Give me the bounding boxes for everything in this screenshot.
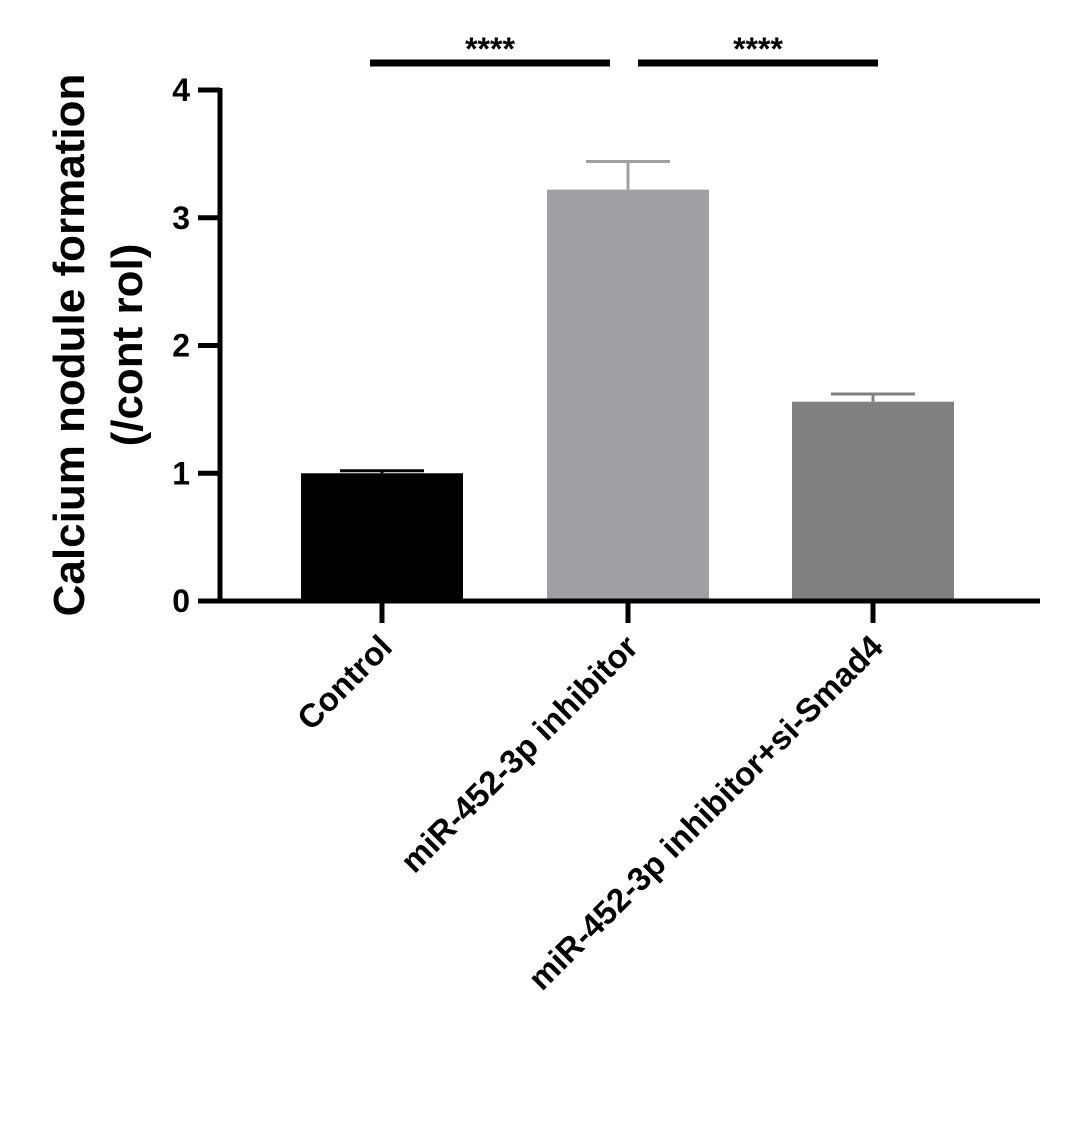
significance-bracket-0: **** xyxy=(370,31,610,67)
significance-label-1: **** xyxy=(733,31,783,67)
significance-label-0: **** xyxy=(465,31,515,67)
error-bar-1 xyxy=(586,160,670,190)
error-bars-layer xyxy=(340,160,915,474)
significance-bracket-1: **** xyxy=(638,31,878,67)
y-tick-label-3: 3 xyxy=(172,200,190,236)
y-tick-label-1: 1 xyxy=(172,455,190,491)
y-tick-label-0: 0 xyxy=(172,583,190,619)
y-axis-title-line1: Calcium nodule formation xyxy=(45,74,94,617)
bars-layer xyxy=(301,189,954,601)
y-ticks-layer: 0 1 2 3 4 xyxy=(172,72,220,619)
bar-1 xyxy=(547,189,709,601)
bar-0 xyxy=(301,473,463,601)
error-bar-2 xyxy=(831,392,915,402)
y-tick-label-2: 2 xyxy=(172,328,190,364)
category-label-0: Control xyxy=(290,628,399,737)
y-tick-label-4: 4 xyxy=(172,72,190,108)
significance-layer: **** **** xyxy=(370,31,878,67)
y-axis-title: Calcium nodule formation (/cont rol) xyxy=(45,74,152,617)
category-label-1: miR-452-3p inhibitor xyxy=(393,628,645,880)
y-axis-title-line2: (/cont rol) xyxy=(103,244,152,447)
error-bar-0 xyxy=(340,469,424,474)
bar-2 xyxy=(792,401,954,601)
